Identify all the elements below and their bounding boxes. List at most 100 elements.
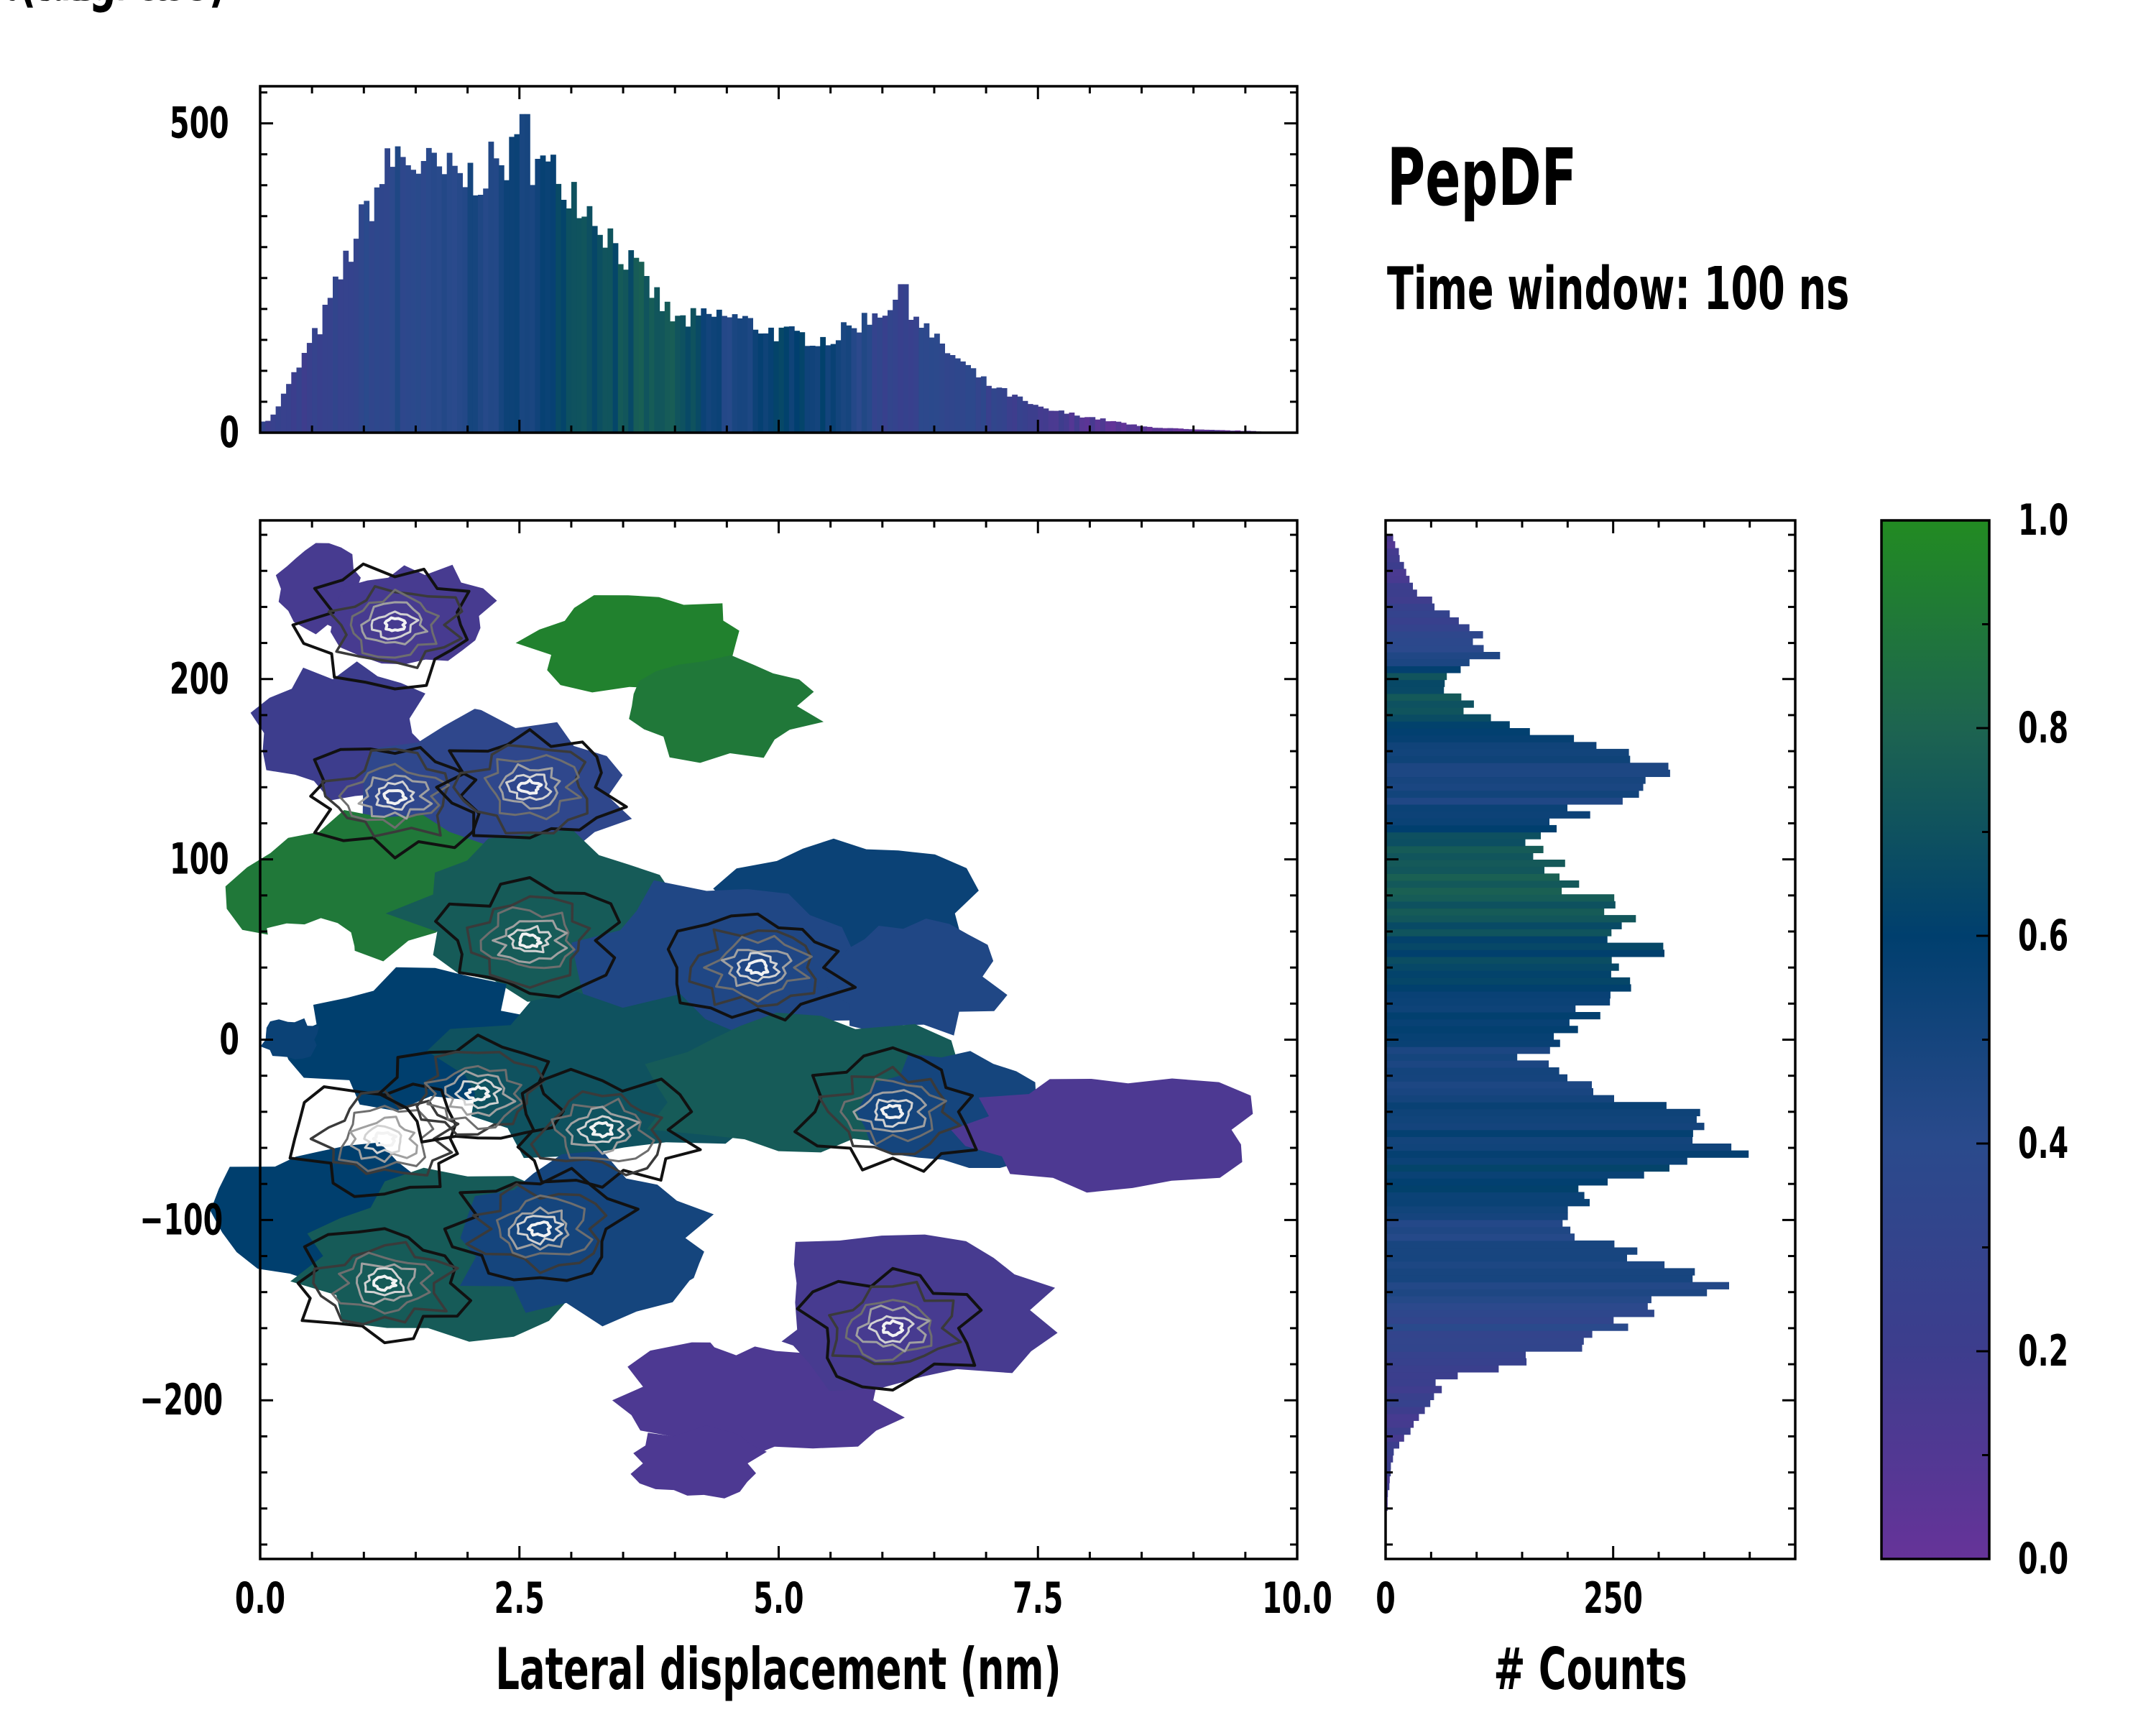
right-histogram-bar (1386, 1358, 1527, 1366)
heatmap-contour (309, 745, 481, 860)
top-histogram-bar (1007, 396, 1013, 433)
top-histogram-bar (452, 165, 458, 433)
top-histogram-bar (939, 344, 946, 433)
right-histogram-bar (1386, 1095, 1614, 1103)
right-histogram-bar (1386, 1365, 1499, 1373)
top-histogram-bar (727, 317, 733, 433)
right-histogram-bar (1386, 915, 1636, 923)
top-histogram-bar (1141, 426, 1148, 433)
right-histogram-bar (1386, 1192, 1585, 1200)
top-histogram-bar (576, 218, 582, 433)
right-histogram-bar (1386, 1462, 1391, 1470)
right-histogram-bar (1386, 1282, 1729, 1289)
heatmap-contour (507, 1206, 570, 1251)
top-histogram-bar (1074, 415, 1080, 433)
colorbar-tick-label: 0.0 (2018, 1534, 2068, 1584)
right-histogram-bar (1386, 1184, 1579, 1193)
figure-title: PepDF (1387, 131, 1577, 224)
joint-x-tick-label: 10.0 (1262, 1573, 1332, 1624)
top-histogram-bar (374, 187, 380, 433)
joint-y-tick-label: −200 (139, 1375, 223, 1425)
top-histogram-bar (654, 287, 660, 433)
top-histogram-bar (441, 174, 448, 433)
top-histogram-bar (643, 276, 650, 433)
right-histogram-bar (1386, 1448, 1394, 1456)
top-histogram-bar (327, 298, 333, 433)
heatmap-contour (360, 601, 428, 645)
heatmap-contour (852, 1089, 927, 1133)
right-histogram-bar (1386, 1295, 1651, 1304)
joint-y-tick-label: 100 (170, 834, 229, 884)
heatmap-contour (296, 1227, 472, 1345)
top-histogram-bar (893, 300, 899, 433)
top-histogram-bar (291, 372, 298, 433)
heatmap-contour (565, 1105, 640, 1155)
top-histogram-bar (903, 284, 909, 433)
top-histogram-bar (597, 234, 603, 433)
right-histogram-bar (1386, 1316, 1614, 1325)
top-histogram-bar (788, 326, 795, 433)
heatmap-contour (444, 1070, 517, 1117)
top-histogram-bar (467, 162, 474, 433)
heatmap-region (260, 1018, 319, 1059)
top-histogram-bar (949, 355, 956, 433)
right-histogram-bar (1386, 1351, 1526, 1359)
top-histogram-bar (1053, 410, 1059, 433)
top-histogram-bar (732, 314, 738, 433)
heatmap-contour (855, 1305, 931, 1353)
right-histogram-bar (1386, 1039, 1560, 1047)
right-histogram-bar (1386, 1441, 1399, 1449)
top-histogram: 0 500 # Counts (0, 0, 1299, 457)
top-histogram-bar (783, 326, 790, 433)
right-histogram-bar (1386, 824, 1557, 833)
right-histogram-bar (1386, 666, 1461, 673)
right-histogram-bar (1386, 610, 1450, 618)
right-histogram-bar (1386, 1427, 1411, 1435)
right-histogram-bar (1386, 921, 1622, 929)
heatmap-contour (434, 876, 621, 999)
colorbar-label: Normalized Mean Time (0, 0, 171, 10)
right-histogram-bar (1386, 679, 1445, 687)
top-histogram-bar (488, 142, 494, 433)
heatmap-region (825, 919, 1008, 1036)
top-histogram-bar (1120, 423, 1127, 433)
right-histogram-bar (1386, 818, 1549, 826)
heatmap-contour (415, 1050, 546, 1136)
right-histogram-bar (1386, 1067, 1560, 1075)
right-histogram-bar (1386, 1213, 1568, 1220)
top-histogram-bar (379, 184, 385, 433)
top-histogram-bar (420, 161, 427, 433)
right-histogram-bar (1386, 845, 1544, 854)
top-histogram-bar (835, 340, 842, 433)
top-histogram-bar (612, 243, 619, 433)
right-histogram-bar (1386, 658, 1470, 666)
right-histogram-bar (1386, 589, 1417, 597)
right-histogram-xlabel: # Counts (1493, 1636, 1687, 1703)
heatmap-contour (338, 763, 451, 829)
top-histogram-bar (675, 316, 681, 433)
right-histogram-bar (1386, 1323, 1628, 1331)
top-histogram-bar (722, 316, 727, 433)
right-histogram-bar (1386, 783, 1644, 791)
heatmap-contour (454, 1078, 502, 1110)
right-histogram-bar (1386, 748, 1629, 757)
top-histogram-bar (659, 310, 665, 433)
figure-subtitle: Time window: 100 ns (1387, 256, 1849, 323)
right-histogram-bar (1386, 936, 1608, 944)
top-histogram-bar (333, 276, 338, 433)
top-histogram-bar (566, 208, 572, 433)
heatmap-contour (356, 1262, 417, 1306)
top-histogram-bar (685, 326, 691, 433)
heatmap-contour (331, 1251, 434, 1315)
top-histogram-bar (830, 344, 837, 433)
top-histogram-bar (970, 368, 977, 433)
heatmap-contour (349, 1116, 418, 1163)
heatmap-contour (377, 1034, 565, 1144)
top-histogram-bar (545, 161, 551, 433)
heatmap-contour (492, 919, 568, 964)
right-histogram-bar (1386, 735, 1575, 742)
heatmap-contour (527, 1220, 552, 1238)
top-histogram-bar (986, 385, 992, 433)
top-histogram-bar (934, 334, 940, 433)
right-histogram-bar (1386, 1330, 1593, 1338)
